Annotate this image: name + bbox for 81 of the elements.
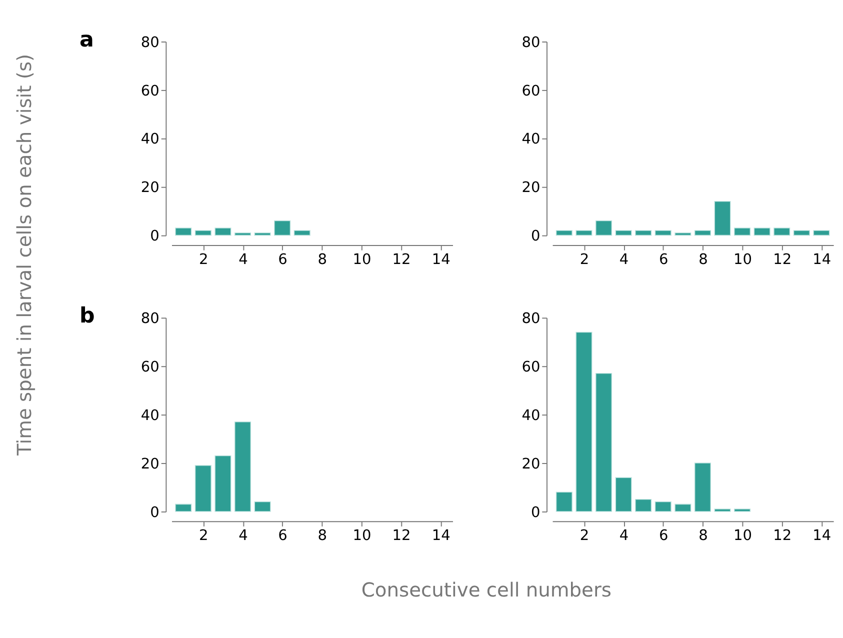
x-tick-label: 4 [619, 528, 629, 544]
y-tick-label: 40 [140, 132, 160, 148]
text: b [79, 304, 95, 329]
bar [615, 230, 632, 236]
bar [694, 462, 712, 512]
bar [754, 228, 770, 236]
y-tick-label: 80 [522, 311, 540, 328]
y-tick-label: 60 [522, 83, 540, 100]
bar [234, 421, 252, 512]
bar [654, 230, 672, 236]
x-tick-label: 10 [734, 528, 752, 544]
x-tick-label: 8 [698, 528, 708, 544]
bar [734, 228, 751, 236]
x-tick-label: 2 [199, 252, 208, 268]
y-tick-label: 80 [140, 34, 160, 51]
x-tick-label: 6 [658, 252, 668, 268]
bar [635, 230, 652, 236]
bar [254, 501, 271, 512]
bar [175, 504, 192, 512]
y-tick-label: 20 [522, 180, 540, 196]
bar [774, 228, 790, 236]
x-tick-label: 10 [734, 252, 752, 268]
x-tick-label: 8 [318, 528, 328, 544]
bar [214, 455, 232, 512]
x-tick-label: 14 [432, 252, 450, 268]
bar [194, 465, 212, 512]
x-tick-label: 8 [698, 252, 708, 268]
y-tick-label: 0 [150, 228, 160, 245]
x-tick-label: 10 [352, 528, 372, 544]
bar [813, 230, 830, 236]
y-tick-label: 40 [140, 408, 160, 424]
y-tick-label: 0 [530, 228, 540, 245]
y-tick-label: 80 [522, 34, 540, 51]
x-tick-label: 2 [199, 528, 208, 544]
x-tick-label: 14 [432, 528, 450, 544]
bar [556, 230, 572, 236]
bar [635, 498, 652, 512]
bar [793, 230, 810, 236]
x-tick-label: 12 [773, 252, 792, 268]
y-tick-label: 20 [522, 456, 540, 472]
x-tick-label: 8 [318, 252, 328, 268]
x-tick-label: 6 [658, 528, 668, 544]
y-tick-label: 20 [140, 180, 160, 196]
bar [694, 230, 712, 236]
bar [615, 477, 632, 512]
bar [576, 332, 592, 512]
y-tick-label: 60 [140, 83, 160, 100]
x-tick-label: 2 [580, 528, 590, 544]
x-axis-title: Consecutive cell numbers [361, 578, 612, 602]
x-tick-label: 2 [580, 252, 590, 268]
x-tick-label: 4 [619, 252, 629, 268]
x-tick-label: 10 [352, 252, 372, 268]
bar [595, 373, 612, 512]
x-tick-label: 12 [392, 252, 411, 268]
bar [674, 232, 692, 236]
x-tick-label: 6 [278, 252, 288, 268]
y-tick-label: 40 [522, 408, 540, 424]
bar [654, 501, 672, 512]
bar [674, 504, 692, 512]
y-tick-label: 60 [140, 359, 160, 376]
bar [734, 508, 751, 512]
bar [576, 230, 592, 236]
text: a [79, 27, 94, 52]
x-tick-label: 4 [238, 528, 248, 544]
x-tick-label: 14 [812, 252, 832, 268]
bar [556, 492, 572, 512]
bar [595, 220, 612, 236]
y-axis-title: Time spent in larval cells on each visit (s) [13, 54, 36, 456]
bar [714, 508, 731, 512]
y-tick-label: 40 [522, 132, 540, 148]
bar [714, 201, 731, 236]
x-tick-label: 14 [812, 528, 832, 544]
y-tick-label: 20 [140, 456, 160, 472]
y-tick-label: 80 [140, 311, 160, 328]
x-tick-label: 12 [773, 528, 792, 544]
x-tick-label: 6 [278, 528, 288, 544]
x-tick-label: 12 [392, 528, 411, 544]
y-tick-label: 0 [530, 504, 540, 521]
y-tick-label: 60 [522, 359, 540, 376]
x-tick-label: 4 [238, 252, 248, 268]
y-tick-label: 0 [150, 504, 160, 521]
